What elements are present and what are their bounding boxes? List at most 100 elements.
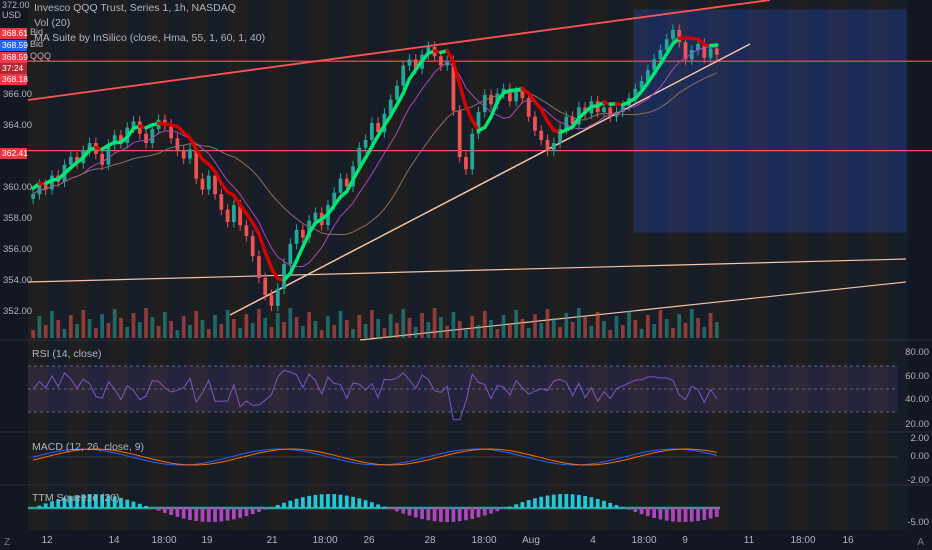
candle-body bbox=[225, 209, 230, 223]
candle-body bbox=[231, 205, 236, 223]
candle-body bbox=[533, 116, 537, 131]
session-band bbox=[268, 0, 288, 530]
volume-bar bbox=[627, 311, 631, 338]
volume-indicator-label[interactable]: Vol (20) bbox=[34, 17, 71, 29]
volume-bar bbox=[589, 326, 594, 338]
candle-body bbox=[119, 135, 123, 144]
macd-axis-label: 0.00 bbox=[910, 451, 930, 462]
rsi-axis-label: 20.00 bbox=[905, 419, 929, 430]
candle-body bbox=[608, 107, 613, 117]
volume-bar bbox=[131, 313, 136, 338]
candle-body bbox=[664, 39, 669, 51]
volume-bar bbox=[608, 330, 613, 338]
session-band-alt bbox=[528, 0, 548, 530]
ttm-bar bbox=[326, 494, 330, 508]
ttm-bar bbox=[495, 508, 500, 512]
volume-bar bbox=[75, 324, 79, 338]
ttm-bar bbox=[119, 497, 123, 508]
candle-body bbox=[181, 150, 186, 159]
ttm-bar bbox=[238, 508, 243, 518]
volume-bar bbox=[595, 312, 600, 338]
volume-bar bbox=[671, 328, 675, 338]
candle-body bbox=[652, 59, 657, 71]
ttm-bar bbox=[269, 507, 274, 508]
price-tag: 368.61 bbox=[0, 28, 28, 39]
hma-segment bbox=[250, 221, 261, 236]
ttm-bar bbox=[558, 494, 562, 508]
session-band bbox=[588, 0, 608, 530]
session-band bbox=[348, 0, 368, 530]
ttm-bar bbox=[476, 508, 481, 518]
time-axis-label: 11 bbox=[743, 535, 755, 546]
ttm-bar bbox=[156, 508, 161, 511]
session-band-alt bbox=[568, 0, 588, 530]
ma-suite-indicator-label[interactable]: MA Suite by InSilico (close, Hma, 55, 1,… bbox=[34, 32, 266, 44]
hma-segment bbox=[539, 107, 550, 123]
ttm-bar bbox=[545, 495, 550, 508]
volume-bar bbox=[545, 309, 550, 338]
rsi-pane-label[interactable]: RSI (14, close) bbox=[32, 348, 102, 360]
candle-body bbox=[288, 243, 293, 264]
session-band bbox=[548, 0, 568, 530]
hma-segment bbox=[407, 68, 418, 81]
time-axis-label: 12 bbox=[41, 535, 53, 546]
price-tag: 368.59 bbox=[0, 52, 28, 63]
volume-bar bbox=[144, 308, 148, 338]
ttm-bar bbox=[677, 508, 682, 522]
price-axis-label: 356.00 bbox=[3, 244, 33, 255]
session-band bbox=[628, 0, 648, 530]
volume-bar bbox=[106, 323, 111, 338]
ttm-bar bbox=[645, 508, 650, 517]
ttm-bar bbox=[213, 508, 217, 522]
session-band bbox=[508, 0, 528, 530]
resistance-trendline bbox=[27, 0, 771, 101]
volume-bar bbox=[438, 317, 443, 338]
ttm-pane-label[interactable]: TTM Squeeze (20) bbox=[32, 492, 120, 504]
candle-body bbox=[457, 110, 462, 157]
candle-body bbox=[369, 122, 374, 140]
volume-bar bbox=[225, 310, 230, 338]
symbol-title[interactable]: Invesco QQQ Trust, Series 1, 1h, NASDAQ bbox=[34, 2, 236, 14]
volume-bar bbox=[275, 313, 280, 338]
hma-segment bbox=[257, 232, 267, 254]
macd-axis-label: 2.00 bbox=[910, 433, 930, 444]
volume-bar bbox=[602, 321, 606, 338]
volume-bar bbox=[313, 321, 318, 338]
volume-bar bbox=[413, 327, 418, 338]
session-band bbox=[468, 0, 488, 530]
candle-body bbox=[696, 43, 700, 51]
ttm-bar bbox=[420, 508, 424, 520]
zoom-button[interactable]: Z bbox=[4, 537, 11, 548]
candle-body bbox=[539, 130, 544, 140]
candle-body bbox=[677, 29, 682, 43]
hma-segment bbox=[445, 49, 456, 64]
candle-body bbox=[526, 98, 531, 117]
session-band-alt bbox=[608, 0, 628, 530]
volume-bar bbox=[558, 327, 562, 338]
session-band-alt bbox=[328, 0, 348, 530]
candle-body bbox=[282, 263, 286, 289]
hma-segment bbox=[646, 71, 656, 85]
volume-bar bbox=[319, 330, 324, 338]
session-band-alt bbox=[448, 0, 468, 530]
volume-bar bbox=[520, 319, 525, 338]
volume-bar bbox=[188, 325, 192, 338]
candle-body bbox=[238, 205, 243, 226]
macd-pane-label[interactable]: MACD (12, 26, close, 9) bbox=[32, 441, 145, 453]
candle-body bbox=[313, 212, 318, 221]
ttm-bar bbox=[137, 503, 142, 508]
auto-scale-button[interactable]: A bbox=[917, 537, 924, 548]
hma-segment bbox=[269, 266, 280, 281]
candle-body bbox=[395, 85, 399, 100]
top-price-label: 372.00 bbox=[2, 0, 30, 10]
candle-body bbox=[413, 59, 418, 69]
candle-body bbox=[344, 178, 349, 187]
ttm-bar bbox=[300, 497, 305, 508]
candle-body bbox=[206, 175, 211, 190]
hma-segment bbox=[470, 118, 481, 133]
hma-segment bbox=[395, 91, 405, 107]
candle-body bbox=[633, 88, 638, 99]
ttm-bar bbox=[583, 495, 588, 508]
session-band-alt bbox=[488, 0, 508, 530]
